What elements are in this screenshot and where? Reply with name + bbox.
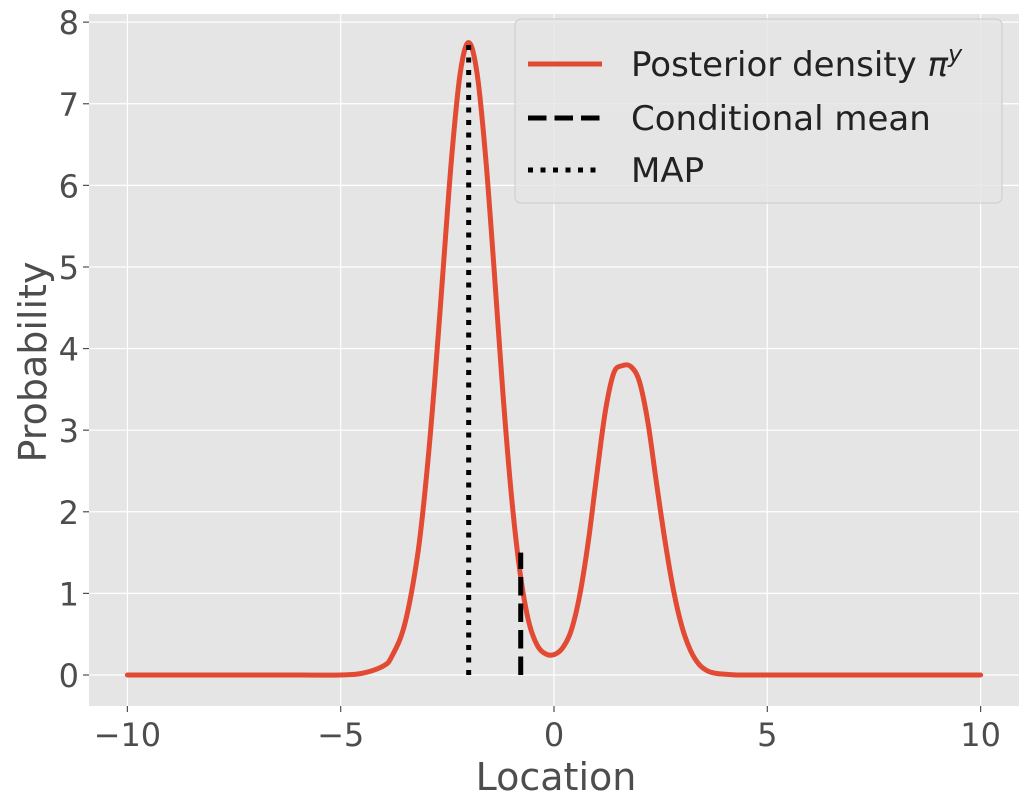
y-tick-label: 2 [59,494,79,532]
y-tick-label: 4 [59,331,79,369]
y-tick-label: 8 [59,4,79,42]
y-tick-label: 1 [59,575,79,613]
legend-label-map: MAP [631,151,704,191]
y-tick-label: 5 [59,249,79,287]
y-tick-label: 0 [59,657,79,695]
x-axis-label: Location [476,755,637,799]
y-tick-label: 3 [59,412,79,450]
legend-label-conditional-mean: Conditional mean [631,99,931,139]
legend-frame [514,18,1003,204]
x-tick-label: 10 [960,716,1001,754]
legend: Posterior density πy Conditional mean MA… [514,18,1003,204]
y-tick-label: 7 [59,86,79,124]
series-layer [124,40,984,678]
x-tick-label: −10 [94,716,162,754]
y-axis-label: Probability [11,262,55,463]
x-tick-label: 0 [544,716,564,754]
series-line-posterior-density [124,40,984,678]
x-tick-label: −5 [317,716,364,754]
tick-layer: −10 −5 0 5 10 0 1 2 3 4 5 6 7 8 [59,4,1001,754]
y-tick-label: 6 [59,167,79,205]
x-tick-label: 5 [757,716,777,754]
legend-label-posterior: Posterior density πy [631,40,963,85]
